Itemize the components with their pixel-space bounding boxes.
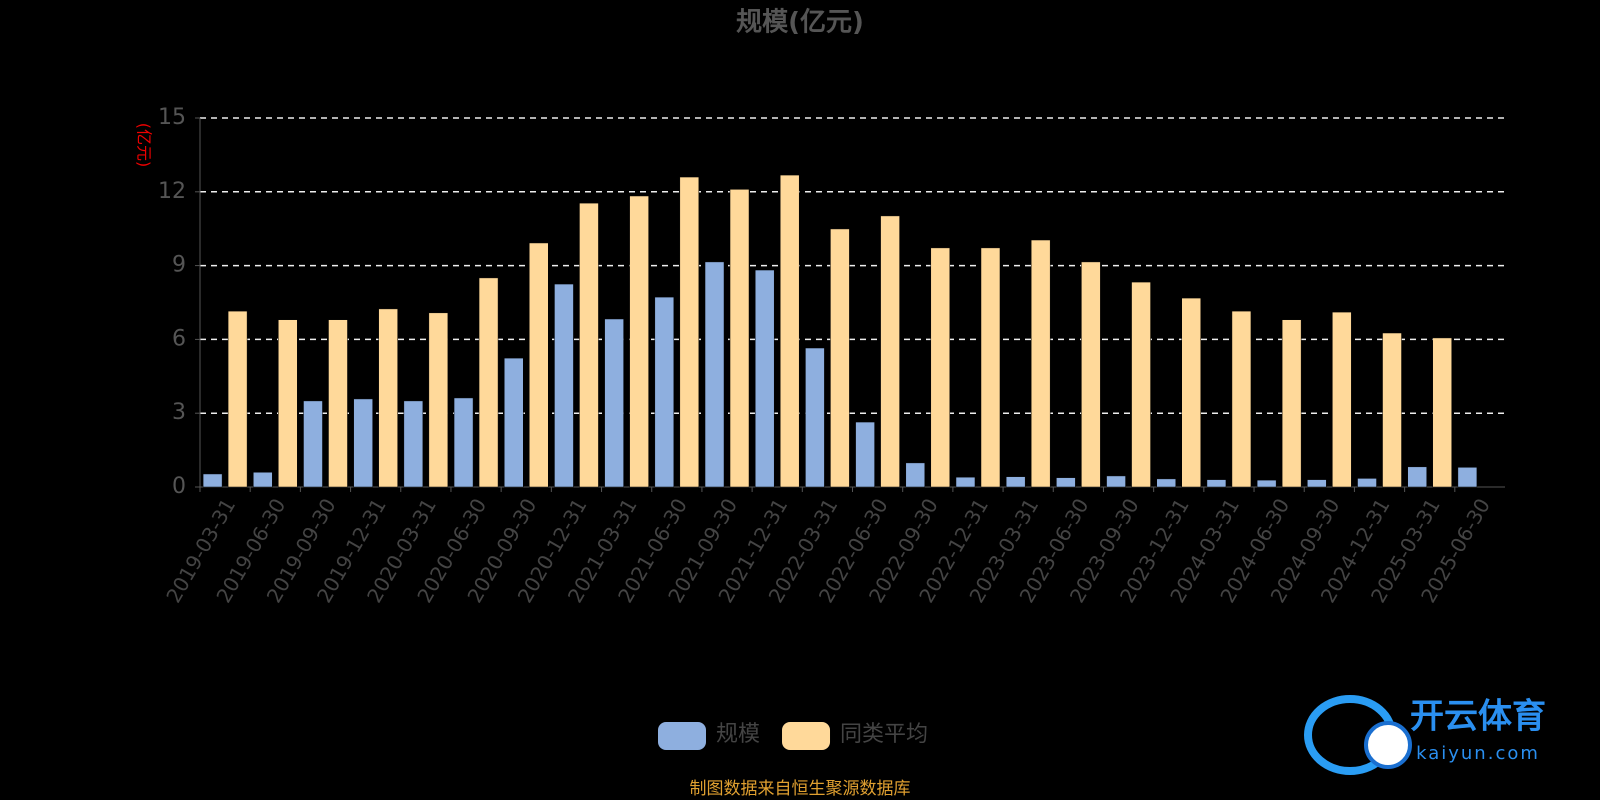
bar: [1457, 467, 1478, 488]
bar: [579, 202, 599, 488]
bar: [554, 283, 574, 488]
logo-ball: [1364, 721, 1412, 769]
bar: [1357, 478, 1377, 488]
bar: [1382, 332, 1402, 488]
bar: [754, 269, 775, 488]
watermark-site: kaiyun.com: [1416, 743, 1540, 764]
y-axis-label: (亿元): [135, 123, 154, 168]
bar: [227, 310, 248, 488]
bar: [504, 357, 524, 488]
bar: [1206, 479, 1227, 488]
watermark: 开云体育 kaiyun.com: [1304, 695, 1546, 775]
bar: [428, 312, 449, 488]
bar: [1056, 477, 1076, 488]
bar: [328, 319, 348, 488]
bar: [1432, 337, 1452, 488]
bar: [1030, 239, 1051, 488]
bar: [303, 400, 323, 488]
bar: [704, 261, 725, 488]
bar: [1005, 476, 1026, 488]
bar: [880, 215, 900, 488]
bar: [278, 319, 298, 488]
bar: [779, 174, 800, 488]
bar: [1307, 479, 1327, 488]
chart-title: 规模(亿元): [736, 8, 864, 38]
bar: [654, 296, 675, 488]
bar: [353, 398, 373, 488]
bar: [1181, 297, 1201, 488]
bar: [830, 228, 850, 488]
y-tick-label: 3: [172, 400, 186, 425]
source-note: 制图数据来自恒生聚源数据库: [690, 779, 911, 799]
bar: [805, 347, 825, 488]
bar: [980, 247, 1001, 488]
y-tick-label: 9: [172, 253, 186, 278]
bar: [478, 277, 499, 488]
bar: [729, 189, 750, 488]
watermark-brand: 开云体育: [1410, 697, 1546, 737]
legend-swatch: [658, 722, 706, 750]
bar: [1106, 475, 1126, 488]
bar: [1256, 479, 1277, 488]
bar: [453, 397, 474, 488]
bar: [629, 195, 649, 488]
bar: [1231, 310, 1252, 488]
y-tick-label: 6: [172, 326, 186, 351]
bar: [1081, 261, 1101, 488]
bar: [930, 247, 951, 488]
bar: [855, 421, 875, 488]
legend-label: 同类平均: [840, 722, 928, 747]
y-tick-label: 0: [172, 474, 186, 499]
bar: [1407, 466, 1427, 488]
bar: [679, 176, 700, 488]
bar: [1332, 311, 1352, 488]
bar: [604, 318, 624, 488]
legend-swatch: [782, 722, 831, 750]
bar: [529, 242, 549, 488]
bar: [378, 308, 398, 488]
bar: [955, 476, 976, 488]
bar: [905, 462, 926, 488]
bar: [403, 400, 424, 488]
legend-label: 规模: [716, 722, 760, 747]
bar: [1131, 281, 1151, 488]
bar: [253, 471, 273, 488]
bar: [202, 473, 223, 488]
bar: [1281, 319, 1302, 488]
bar: [1156, 478, 1176, 488]
y-tick-label: 15: [158, 105, 186, 130]
y-tick-label: 12: [158, 179, 186, 204]
